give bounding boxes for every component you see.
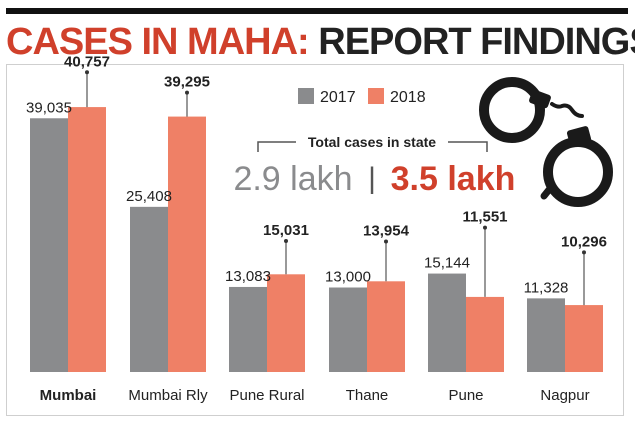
label-2018-3: 13,954	[363, 223, 410, 240]
connector-dot-0	[85, 70, 89, 75]
label-2017-3: 13,000	[325, 269, 371, 286]
total-separator: |	[368, 162, 376, 195]
legend-label-2018: 2018	[390, 89, 426, 106]
tick-label-2: Pune Rural	[229, 387, 304, 404]
label-2017-2: 13,083	[225, 268, 271, 285]
legend-swatch-2017	[298, 88, 314, 104]
label-2017-1: 25,408	[126, 188, 172, 205]
label-2017-0: 39,035	[26, 99, 72, 116]
label-2018-4: 11,551	[462, 209, 507, 226]
tick-label-4: Pune	[448, 387, 483, 404]
bar-2017-2	[229, 286, 267, 372]
bar-2017-5	[527, 298, 565, 372]
connector-dot-5	[582, 250, 586, 255]
label-2017-4: 15,144	[424, 255, 470, 272]
legend-label-2017: 2017	[320, 89, 356, 106]
handcuffs-icon	[479, 77, 613, 207]
chart-title: CASES IN MAHA: REPORT FINDINGS	[6, 20, 635, 64]
label-2018-1: 39,295	[164, 74, 210, 91]
bar-2017-0	[30, 118, 68, 373]
connector-dot-4	[483, 225, 487, 230]
total-2017: 2.9 lakh	[233, 160, 352, 198]
label-2018-2: 15,031	[263, 222, 309, 239]
bar-2018-2	[267, 274, 305, 372]
tick-label-5: Nagpur	[540, 387, 589, 404]
connector-dot-2	[284, 238, 288, 243]
total-bracket	[257, 141, 488, 152]
bar-2018-4	[466, 296, 504, 372]
legend-swatch-2018	[368, 88, 384, 104]
bar-2018-5	[565, 305, 603, 372]
label-2018-5: 10,296	[561, 233, 607, 250]
label-2017-5: 11,328	[524, 279, 569, 296]
top-rule	[6, 8, 628, 14]
tick-label-0: Mumbai	[40, 387, 97, 404]
label-2018-0: 40,757	[64, 53, 110, 70]
connector-dot-3	[384, 239, 388, 244]
title-dark: REPORT FINDINGS	[318, 21, 635, 63]
bar-2018-3	[367, 281, 405, 372]
total-label: Total cases in state	[308, 134, 436, 150]
total-2018: 3.5 lakh	[391, 160, 516, 198]
bar-2018-0	[68, 107, 106, 372]
chart-frame	[6, 64, 624, 416]
tick-label-3: Thane	[346, 387, 389, 404]
title-colored: CASES IN MAHA:	[6, 21, 310, 63]
bar-2018-1	[168, 116, 206, 373]
connector-dot-1	[185, 90, 189, 95]
bar-2017-4	[428, 273, 466, 372]
bar-2017-1	[130, 206, 168, 372]
tick-label-1: Mumbai Rly	[128, 387, 208, 404]
bar-2017-3	[329, 287, 367, 372]
